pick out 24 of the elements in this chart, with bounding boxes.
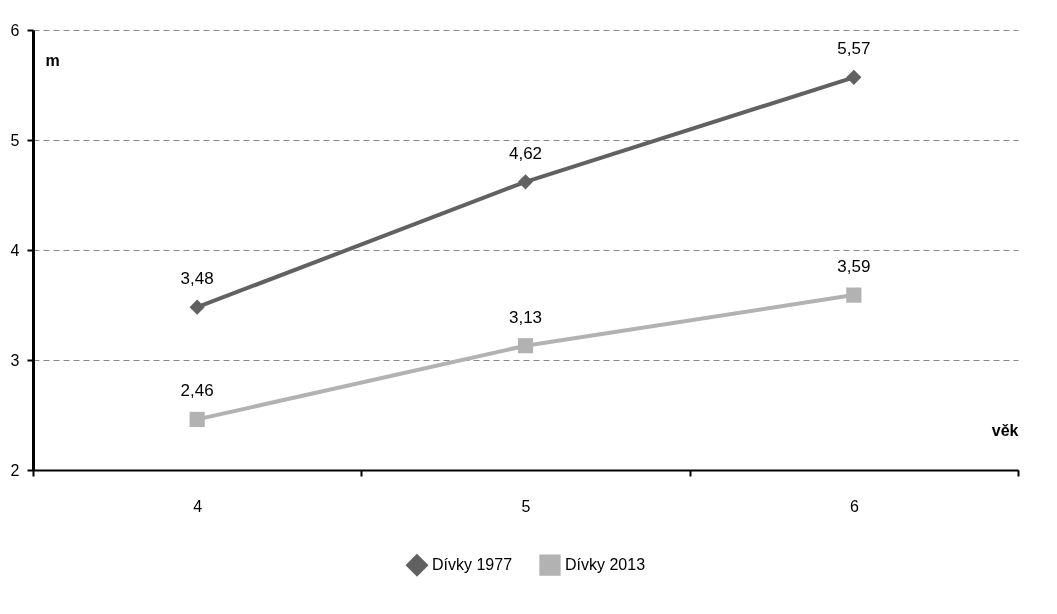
y-axis-title: m [45, 51, 60, 69]
point [517, 338, 534, 354]
x-tick-label: 6 [849, 497, 859, 515]
data-label: 3,13 [508, 307, 543, 327]
x-tick-label: 5 [521, 497, 531, 515]
point [189, 411, 205, 427]
legend-label: Dívky 1977 [432, 556, 513, 574]
data-label: 2,46 [180, 381, 214, 401]
y-tick-label: 4 [10, 241, 20, 259]
point [517, 174, 534, 190]
point [846, 287, 862, 303]
x-axis-title: věk [991, 421, 1019, 439]
y-tick-label: 5 [10, 131, 20, 149]
point [189, 299, 205, 315]
data-label: 3,59 [837, 257, 871, 277]
y-tick-label: 3 [10, 351, 20, 369]
data-label: 3,48 [180, 269, 214, 289]
data-label: 4,62 [508, 143, 543, 163]
point [846, 69, 862, 85]
data-label: 5,57 [837, 39, 871, 59]
y-tick-label: 6 [10, 21, 20, 39]
y-tick-label: 2 [10, 461, 20, 479]
legend-label: Dívky 2013 [565, 556, 646, 574]
x-tick-label: 4 [193, 497, 203, 515]
